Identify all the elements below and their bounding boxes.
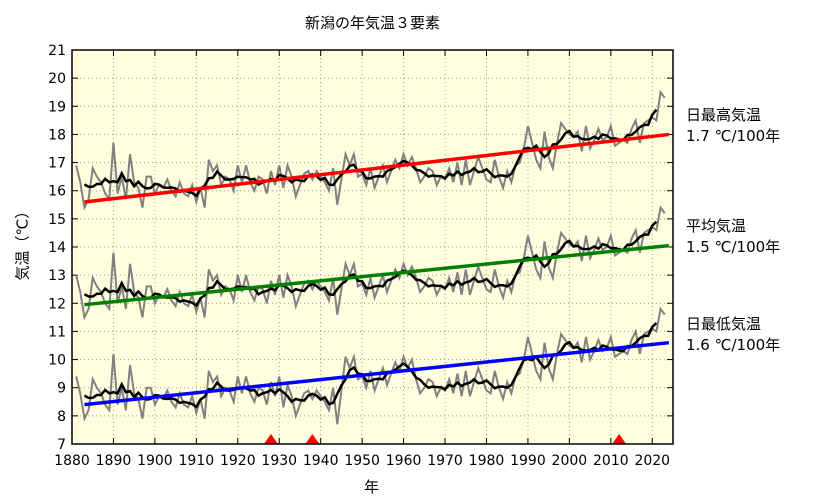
y-tick-label: 9	[57, 381, 66, 397]
trend-label-mean: 1.5 ℃/100年	[686, 238, 781, 256]
y-tick-label: 20	[48, 71, 66, 87]
y-tick-label: 16	[48, 184, 66, 200]
y-axis-label: 気温（℃）	[13, 203, 32, 281]
chart-title: 新潟の年気温３要素	[304, 14, 440, 32]
annual-line-min	[75, 306, 666, 425]
y-tick-label: 12	[48, 296, 66, 312]
plot-border	[71, 49, 674, 445]
annual-line-mean	[75, 205, 666, 321]
y-tick-label: 17	[48, 156, 66, 172]
x-tick-label: 2000	[552, 453, 588, 469]
y-tick-label: 15	[48, 212, 66, 228]
x-tick-label: 1940	[303, 453, 339, 469]
y-tick-label: 11	[48, 324, 66, 340]
relocation-marker-icon	[612, 434, 627, 444]
y-tick-label: 8	[57, 409, 66, 425]
y-tick-label: 13	[48, 268, 66, 284]
series-label-max: 日最高気温	[686, 106, 762, 124]
moving-average-line-mean	[83, 220, 658, 308]
x-tick-label: 1910	[179, 453, 215, 469]
trend-line-min	[84, 340, 670, 407]
x-tick-label: 1980	[469, 453, 505, 469]
trend-label-min: 1.6 ℃/100年	[686, 336, 781, 354]
x-tick-label: 1890	[96, 453, 132, 469]
relocation-marker-icon	[263, 434, 278, 444]
trend-label-max: 1.7 ℃/100年	[686, 127, 781, 145]
moving-average-line-min	[83, 322, 658, 409]
x-tick-label: 1950	[344, 453, 380, 469]
y-tick-label: 21	[48, 43, 66, 59]
y-tick-label: 10	[48, 353, 66, 369]
x-tick-label: 1900	[137, 453, 173, 469]
y-tick-label: 19	[48, 99, 66, 115]
x-tick-label: 1880	[54, 453, 90, 469]
y-tick-label: 14	[48, 240, 66, 256]
x-tick-label: 1920	[220, 453, 256, 469]
x-tick-label: 1930	[261, 453, 297, 469]
x-tick-label: 1990	[510, 453, 546, 469]
series-label-min: 日最低気温	[686, 315, 762, 333]
x-tick-label: 2020	[634, 453, 670, 469]
trend-line-max	[84, 132, 670, 204]
y-tick-label: 7	[57, 437, 66, 453]
x-tick-label: 1970	[427, 453, 463, 469]
x-tick-label: 2010	[593, 453, 629, 469]
x-tick-label: 1960	[386, 453, 422, 469]
x-axis-label: 年	[364, 478, 380, 496]
relocation-marker-icon	[305, 434, 320, 444]
y-tick-label: 18	[48, 127, 66, 143]
series-label-mean: 平均気温	[686, 217, 747, 235]
trend-line-mean	[84, 243, 670, 307]
